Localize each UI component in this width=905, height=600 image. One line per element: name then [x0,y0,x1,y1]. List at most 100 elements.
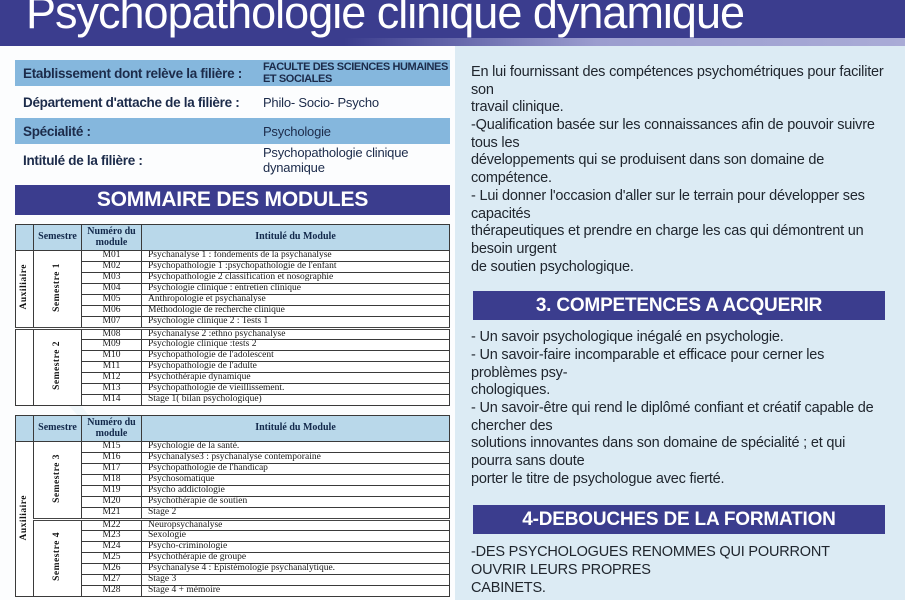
module-code: M03 [81,272,142,284]
module-row: Semestre 4 M22 Neuropsychanalyse [16,517,450,597]
module-code: M08 [81,326,142,340]
module-title: Stage 1( bilan psychologique) [141,394,450,406]
module-row: M04 Psychologie clinique : entretien clin… [16,283,450,295]
module-code: M18 [81,474,142,486]
module-row: M12 Psychothérapie dynamique [16,372,450,384]
module-code: M02 [81,261,142,273]
module-title: Psychologie clinique :tests 2 [141,339,450,351]
semestre-label-cell: Semestre 2 [33,326,82,406]
module-row: M06 Méthodologie de recherche clinique [16,305,450,317]
module-row: Auxiliaire Semestre 1 M01 Psychanalyse 1 : … [15,250,450,329]
info-value: Philo- Socio- Psycho [262,94,379,110]
info-row-intitule: Intitulé de la filière : Psychopathologi… [15,145,450,175]
banner-gradient-stripe [343,38,905,46]
module-row: M20 Psychothérapie de soutien [16,496,450,508]
module-row: M09 Psychologie clinique :tests 2 [16,339,450,351]
semestre-column-header: Semestre [33,224,82,251]
numero-column-header: Numéro du module [81,224,142,251]
module-code: M10 [81,350,142,362]
module-row: M28 Stage 4 + mémoire [16,585,450,597]
semestre-column-header: Semestre [33,415,82,442]
auxiliaire-label-cell: Auxiliaire [15,250,34,329]
info-label: Intitulé de la filière : [23,152,143,168]
module-title: Psychopathologie de l'handicap [141,463,450,475]
module-title: Psychothérapie de soutien [141,496,450,508]
module-code: M28 [81,585,142,597]
module-code: M01 [81,250,142,262]
info-label: Spécialité : [23,123,91,139]
module-title: Psychosomatique [141,474,450,486]
module-title: Psychopathologie de l'adolescent [141,350,450,362]
module-code: M05 [81,294,142,306]
numero-column-header: Numéro du module [81,415,142,442]
module-row: M11 Psychopathologie de l'adulte [16,361,450,373]
module-row: M05 Anthropologie et psychanalyse [16,294,450,306]
module-row: M17 Psychopathologie de l'handicap [16,463,450,475]
module-code: M22 [81,517,142,531]
module-code: M27 [81,574,142,586]
modules-table-s3-s4: Semestre Numéro du module Intitulé du Mo… [15,415,450,597]
module-row: M23 Sexologie [16,530,450,542]
module-title: Stage 2 [141,507,450,520]
title-banner: Psychopathologie clinique dynamique [0,0,905,46]
modules-table-s1-s2: Semestre Numéro du module Intitulé du Mo… [15,224,450,406]
module-row: M21 Stage 2 [16,507,450,520]
module-row: M24 Psycho-criminologie [16,541,450,553]
module-code: M23 [81,530,142,542]
semestre-label-cell: Semestre 4 [33,517,82,597]
module-code: M21 [81,507,142,520]
semestre-label-cell: Semestre 1 [33,250,82,329]
semestre-vertical-text: Semestre 2 [51,341,62,390]
module-title: Psycho-criminologie [141,541,450,553]
module-row: M03 Psychopathologie 2 classification et … [16,272,450,284]
module-title: Méthodologie de recherche clinique [141,305,450,317]
module-code: M24 [81,541,142,553]
module-row: M14 Stage 1( bilan psychologique) [16,394,450,406]
info-value: Psychologie [262,123,331,139]
left-column: Etablissement dont relève la filière : F… [15,60,450,597]
modules-table-header-row: Semestre Numéro du module Intitulé du Mo… [15,224,450,251]
info-value: Psychopathologie clinique dynamique [262,145,409,175]
module-title: Psychologie clinique 2 : Tests 1 [141,316,450,329]
intro-paragraph: En lui fournissant des compétences psych… [471,64,884,275]
module-title: Psycho addictologie [141,485,450,497]
auxiliaire-label-cell: Auxiliaire [15,441,34,597]
info-value: FACULTE DES SCIENCES HUMAINES ET SOCIALE… [262,61,448,85]
module-code: M17 [81,463,142,475]
module-code: M12 [81,372,142,384]
debouches-paragraph: -DES PSYCHOLOGUES RENOMMES QUI POURRONT … [471,544,863,600]
module-code: M07 [81,316,142,329]
module-row: M18 Psychosomatique [16,474,450,486]
module-row: M10 Psychopathologie de l'adolescent [16,350,450,362]
auxiliaire-vertical-text: Auxiliaire [18,494,29,540]
info-row-etablissement: Etablissement dont relève la filière : F… [15,60,450,86]
module-code: M04 [81,283,142,295]
module-title: Psychothérapie dynamique [141,372,450,384]
module-title: Anthropologie et psychanalyse [141,294,450,306]
module-row: M27 Stage 3 [16,574,450,586]
semestre-vertical-text: Semestre 4 [51,532,62,581]
modules-summary-heading: SOMMAIRE DES MODULES [15,185,450,215]
module-code: M19 [81,485,142,497]
module-row: M13 Psychopathologie de vieillissement. [16,383,450,395]
aux-column-header [15,415,34,442]
competences-heading: 3. COMPETENCES A ACQUERIR [473,291,885,321]
intitule-column-header: Intitulé du Module [141,415,450,442]
module-title: Psychologie de la santé. [141,441,450,453]
module-code: M13 [81,383,142,395]
module-row: M19 Psycho addictologie [16,485,450,497]
module-code: M15 [81,441,142,453]
modules-table-header-row: Semestre Numéro du module Intitulé du Mo… [15,415,450,442]
module-title: Psychanalyse 2 :ethno psychanalyse [141,326,450,340]
module-code: M11 [81,361,142,373]
module-row: M26 Psychanalyse 4 : Epistémologie psycha… [16,563,450,575]
semestre-vertical-text: Semestre 1 [51,262,62,312]
module-title: Psychopathologie 2 classification et nos… [141,272,450,284]
module-code: M09 [81,339,142,351]
info-label: Département d'attache de la filière : [23,94,240,110]
module-code: M16 [81,452,142,464]
program-info-table: Etablissement dont relève la filière : F… [15,60,450,175]
module-row: Semestre 2 M08 Psychanalyse 2 :ethno psych… [15,326,450,406]
debouches-heading: 4-DEBOUCHES DE LA FORMATION [473,505,885,535]
